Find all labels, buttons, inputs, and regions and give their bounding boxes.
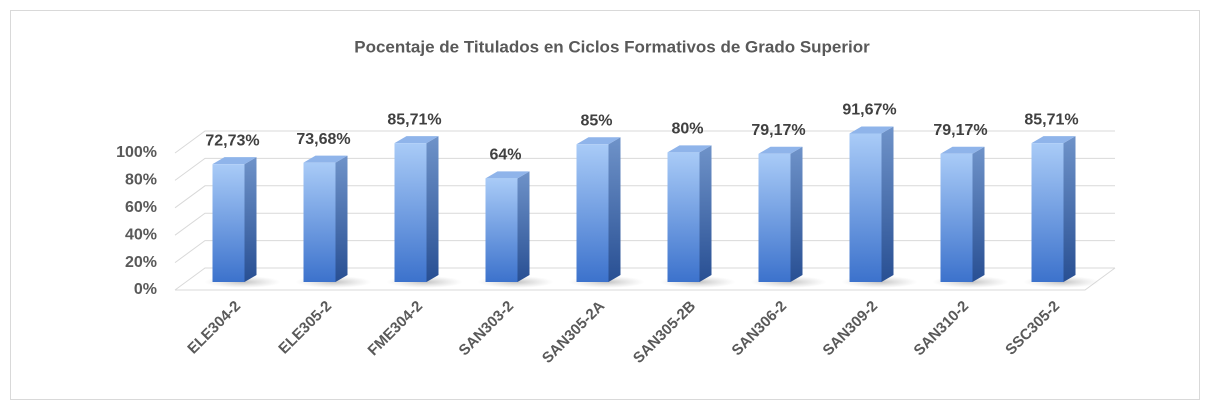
- bar: [758, 146, 803, 282]
- bar-face: [667, 152, 700, 282]
- grid-line: [174, 240, 1115, 264]
- grid-line: [174, 157, 1115, 181]
- bar-face: [1031, 136, 1076, 144]
- chart-title: Pocentaje de Titulados en Ciclos Formati…: [354, 37, 870, 56]
- bar-face: [212, 157, 257, 165]
- grid-line: [174, 267, 1115, 291]
- y-tick-label: 40%: [125, 226, 157, 243]
- bar-face: [758, 146, 803, 154]
- data-label: 91,67%: [842, 102, 896, 119]
- bar-face: [303, 162, 336, 282]
- bar: [303, 155, 348, 282]
- bar-face: [517, 171, 530, 282]
- data-label: 85,71%: [1024, 111, 1078, 128]
- floor: [175, 267, 1116, 291]
- bar: [667, 145, 712, 282]
- y-tick-label: 20%: [125, 254, 157, 271]
- bar: [485, 171, 530, 282]
- bar-face: [1063, 136, 1076, 282]
- bar-face: [335, 155, 348, 282]
- grid-line: [174, 185, 1115, 209]
- bar: [1031, 136, 1076, 282]
- bar-face: [576, 137, 621, 145]
- y-tick-label: 0%: [134, 281, 157, 298]
- data-label: 80%: [671, 121, 703, 138]
- data-label: 79,17%: [933, 122, 987, 139]
- bar-face: [244, 157, 257, 282]
- bar-face: [303, 155, 348, 163]
- data-label: 72,73%: [205, 132, 259, 149]
- bar-face: [758, 153, 791, 282]
- bar-face: [699, 145, 712, 282]
- bar-face: [849, 126, 894, 134]
- y-tick-label: 60%: [125, 199, 157, 216]
- bar-face: [426, 136, 439, 282]
- bar-face: [485, 171, 530, 179]
- bar: [849, 126, 894, 282]
- grid-line: [174, 212, 1115, 236]
- data-label: 73,68%: [296, 131, 350, 148]
- y-tick-label: 80%: [125, 172, 157, 189]
- bar-face: [849, 133, 882, 282]
- bar-face: [212, 164, 245, 282]
- bar-face: [394, 136, 439, 144]
- bar: [212, 157, 257, 282]
- bar: [394, 136, 439, 282]
- bar-face: [940, 146, 985, 154]
- y-tick-label: 100%: [116, 144, 157, 161]
- grid-line: [174, 130, 1115, 154]
- data-label: 85,71%: [387, 111, 441, 128]
- bar: [576, 137, 621, 282]
- bar-face: [485, 178, 518, 282]
- bar-face: [972, 146, 985, 282]
- bar-face: [576, 144, 609, 282]
- bar-face: [394, 143, 427, 282]
- data-label: 64%: [489, 147, 521, 164]
- data-label: 79,17%: [751, 122, 805, 139]
- bar: [940, 146, 985, 282]
- data-label: 85%: [580, 113, 612, 130]
- bar-face: [1031, 143, 1064, 282]
- bar-face: [608, 137, 621, 282]
- bar-face: [790, 146, 803, 282]
- bar-face: [667, 145, 712, 153]
- bar-face: [940, 153, 973, 282]
- bar-face: [881, 126, 894, 282]
